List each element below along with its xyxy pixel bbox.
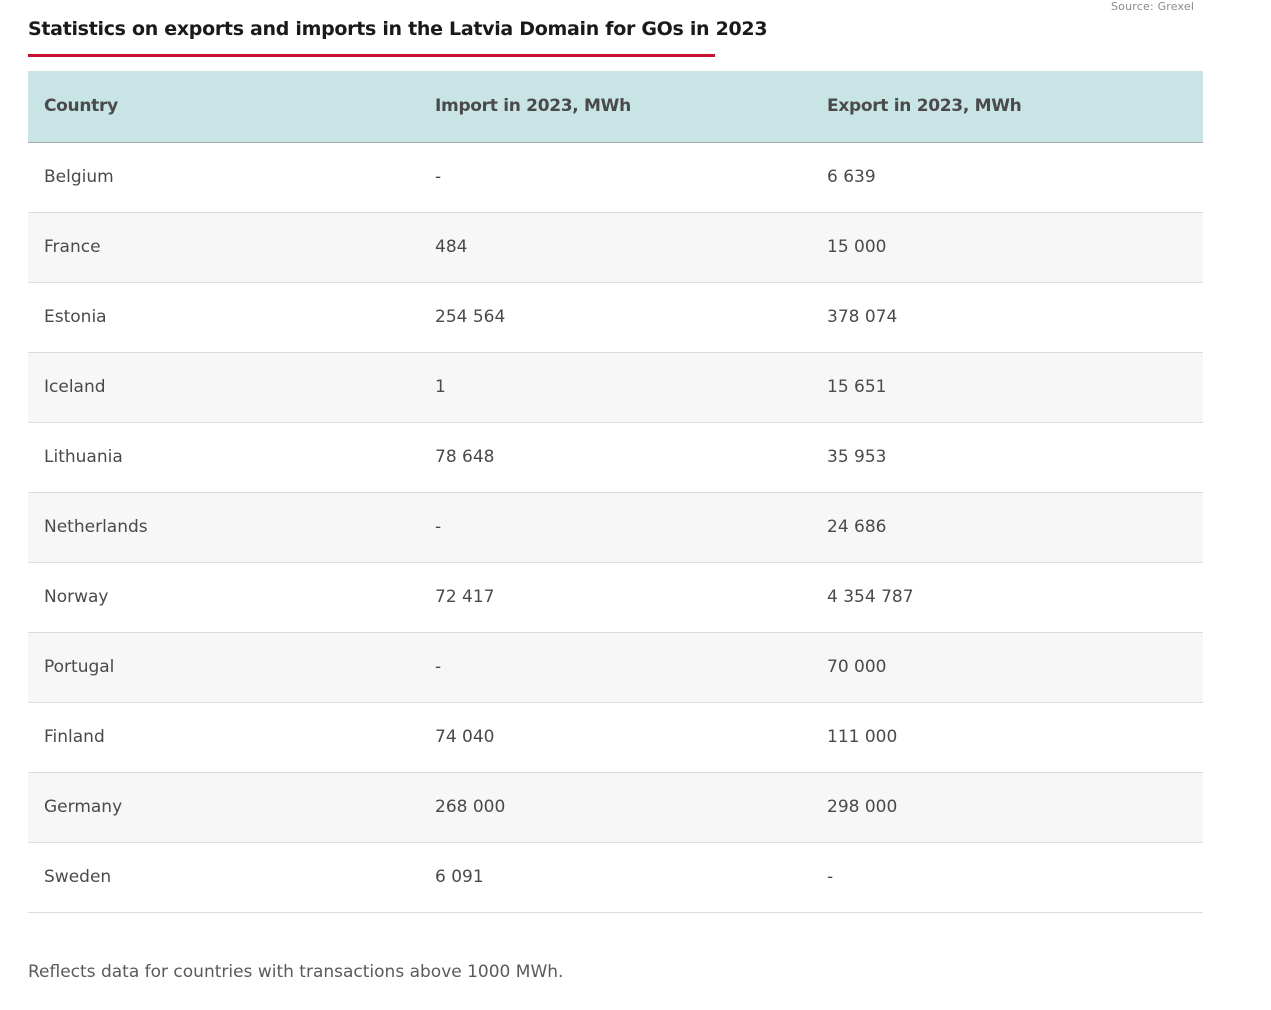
table-row: Sweden 6 091 - xyxy=(28,842,1203,913)
cell-import: 268 000 xyxy=(419,772,811,843)
cell-country: Estonia xyxy=(28,282,419,353)
cell-import: - xyxy=(419,142,811,213)
footnote: Reflects data for countries with transac… xyxy=(28,962,564,982)
cell-import: 484 xyxy=(419,212,811,283)
title-block: Statistics on exports and imports in the… xyxy=(28,14,768,57)
cell-export: 35 953 xyxy=(811,422,1203,493)
cell-import: 1 xyxy=(419,352,811,423)
cell-export: 15 651 xyxy=(811,352,1203,423)
table-row: Portugal - 70 000 xyxy=(28,632,1203,703)
cell-import: 72 417 xyxy=(419,562,811,633)
cell-export: 6 639 xyxy=(811,142,1203,213)
table-row: Belgium - 6 639 xyxy=(28,142,1203,213)
cell-country: Norway xyxy=(28,562,419,633)
cell-country: Iceland xyxy=(28,352,419,423)
cell-export: 298 000 xyxy=(811,772,1203,843)
statistics-table: Country Import in 2023, MWh Export in 20… xyxy=(28,71,1203,913)
cell-country: France xyxy=(28,212,419,283)
table-row: Germany 268 000 298 000 xyxy=(28,772,1203,843)
cell-import: 74 040 xyxy=(419,702,811,773)
cell-import: 254 564 xyxy=(419,282,811,353)
table-row: Iceland 1 15 651 xyxy=(28,352,1203,423)
column-header-import: Import in 2023, MWh xyxy=(419,71,811,143)
cell-country: Belgium xyxy=(28,142,419,213)
page-title: Statistics on exports and imports in the… xyxy=(28,18,768,40)
table-header: Country Import in 2023, MWh Export in 20… xyxy=(28,71,1203,143)
cell-country: Germany xyxy=(28,772,419,843)
cell-export: 24 686 xyxy=(811,492,1203,563)
cell-import: 6 091 xyxy=(419,842,811,913)
table-row: Estonia 254 564 378 074 xyxy=(28,282,1203,353)
cell-country: Lithuania xyxy=(28,422,419,493)
cell-export: 111 000 xyxy=(811,702,1203,773)
cell-import: - xyxy=(419,632,811,703)
cell-country: Netherlands xyxy=(28,492,419,563)
table-body: Belgium - 6 639 France 484 15 000 Estoni… xyxy=(28,142,1203,913)
table-header-row: Country Import in 2023, MWh Export in 20… xyxy=(28,71,1203,143)
table-row: Finland 74 040 111 000 xyxy=(28,702,1203,773)
cell-export: 70 000 xyxy=(811,632,1203,703)
column-header-country: Country xyxy=(28,71,419,143)
cell-export: 378 074 xyxy=(811,282,1203,353)
table-row: Netherlands - 24 686 xyxy=(28,492,1203,563)
cell-import: 78 648 xyxy=(419,422,811,493)
cell-country: Portugal xyxy=(28,632,419,703)
column-header-export: Export in 2023, MWh xyxy=(811,71,1203,143)
cell-export: 4 354 787 xyxy=(811,562,1203,633)
cell-country: Sweden xyxy=(28,842,419,913)
table-row: Lithuania 78 648 35 953 xyxy=(28,422,1203,493)
cell-export: 15 000 xyxy=(811,212,1203,283)
cell-import: - xyxy=(419,492,811,563)
table-row: Norway 72 417 4 354 787 xyxy=(28,562,1203,633)
source-label: Source: Grexel xyxy=(1111,0,1195,13)
title-underline xyxy=(28,54,715,57)
cell-country: Finland xyxy=(28,702,419,773)
table-row: France 484 15 000 xyxy=(28,212,1203,283)
cell-export: - xyxy=(811,842,1203,913)
